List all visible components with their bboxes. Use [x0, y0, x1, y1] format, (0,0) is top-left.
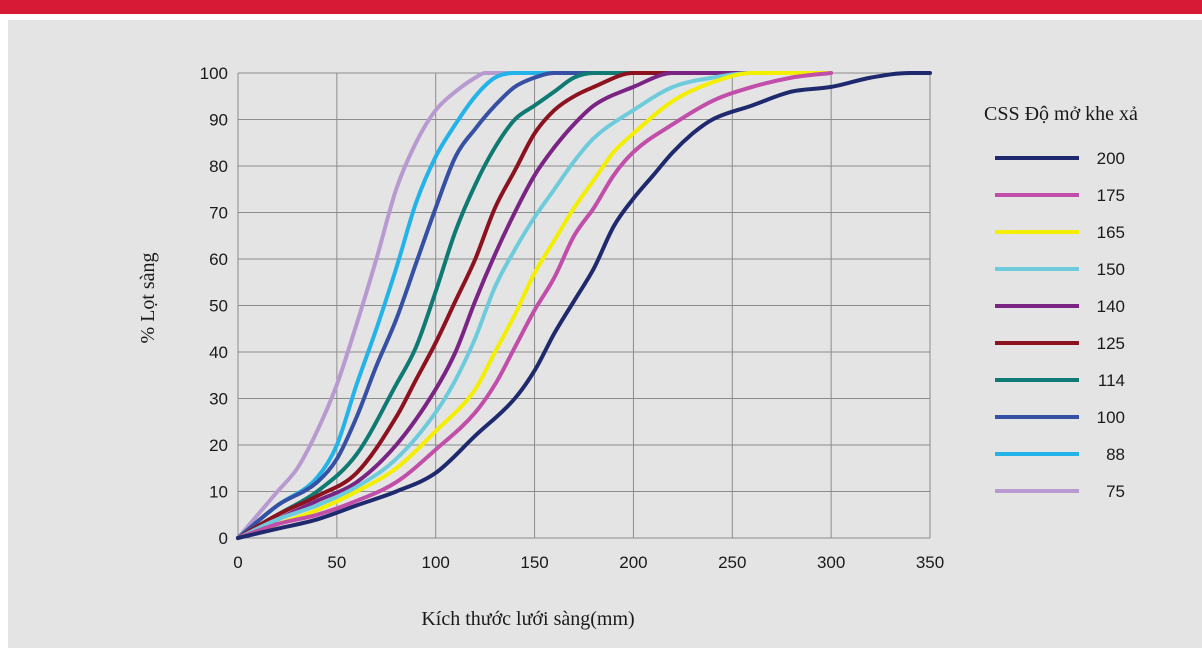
- legend-label-125: 125: [1097, 334, 1125, 353]
- legend-label-165: 165: [1097, 223, 1125, 242]
- series-lines: [236, 71, 932, 540]
- x-tick-label: 150: [520, 553, 548, 572]
- x-tick-label: 0: [233, 553, 242, 572]
- legend-label-114: 114: [1098, 371, 1125, 390]
- legend-label-200: 200: [1097, 149, 1125, 168]
- y-tick-label: 80: [209, 157, 228, 176]
- grid: [237, 72, 931, 539]
- y-tick-label: 60: [209, 250, 228, 269]
- top-banner-bar: [0, 0, 1202, 14]
- legend-label-150: 150: [1097, 260, 1125, 279]
- series-line-150: [236, 71, 834, 540]
- legend-label-175: 175: [1097, 186, 1125, 205]
- y-tick-label: 90: [209, 111, 228, 130]
- chart-panel: 0 50 100 150 200 250 300 350 0 10 20 30 40 50 60 70 80 90…: [8, 20, 1202, 648]
- x-tick-label: 50: [327, 553, 346, 572]
- y-tick-label: 40: [209, 343, 228, 362]
- y-tick-label: 100: [200, 64, 228, 83]
- x-tick-label: 300: [817, 553, 845, 572]
- y-tick-label: 30: [209, 390, 228, 409]
- x-tick-label: 200: [619, 553, 647, 572]
- x-tick-label: 100: [422, 553, 450, 572]
- y-tick-label: 50: [209, 297, 228, 316]
- series-line-100: [236, 71, 636, 540]
- tick-labels: 0 50 100 150 200 250 300 350 0 10 20 30 40 50 60 70 80 90…: [200, 64, 945, 572]
- y-tick-label: 10: [209, 483, 228, 502]
- x-axis-label: Kích thước lưới sàng(mm): [421, 608, 634, 630]
- series-line-75: [236, 71, 557, 540]
- series-line-125: [236, 71, 715, 540]
- series-line-200: [236, 71, 932, 540]
- legend: 200 175 165 150 140 125 114 100 88 75: [995, 149, 1125, 501]
- legend-label-140: 140: [1097, 297, 1125, 316]
- series-line-114: [236, 71, 675, 540]
- legend-label-75: 75: [1106, 482, 1125, 501]
- y-axis-label: % Lọt sàng: [137, 252, 159, 343]
- x-tick-label: 250: [718, 553, 746, 572]
- x-tick-label: 350: [916, 553, 944, 572]
- legend-label-88: 88: [1106, 445, 1125, 464]
- series-line-165: [236, 71, 834, 540]
- legend-label-100: 100: [1097, 408, 1125, 427]
- y-tick-label: 0: [219, 529, 228, 548]
- series-line-140: [236, 71, 755, 540]
- series-line-175: [236, 71, 834, 540]
- series-line-88: [236, 71, 596, 540]
- y-tick-label: 70: [209, 204, 228, 223]
- chart: 0 50 100 150 200 250 300 350 0 10 20 30 40 50 60 70 80 90…: [137, 64, 1138, 630]
- legend-title: CSS Độ mở khe xả: [984, 103, 1138, 125]
- y-tick-label: 20: [209, 436, 228, 455]
